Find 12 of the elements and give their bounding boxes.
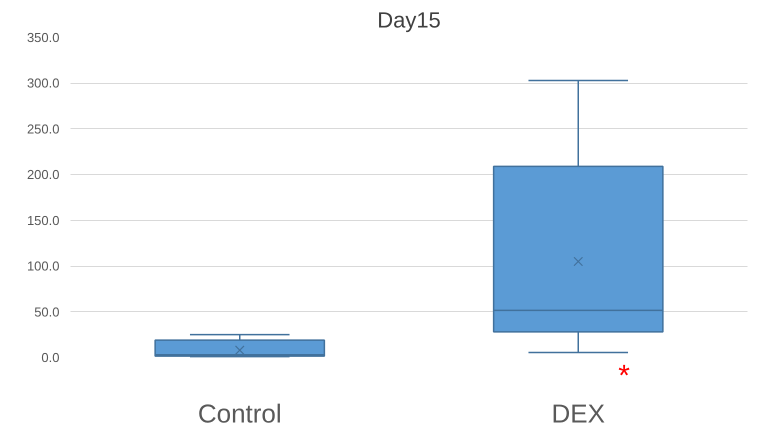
x-tick-label: Control xyxy=(198,398,282,428)
chart-title: Day15 xyxy=(377,8,441,32)
y-tick-label: 300.0 xyxy=(26,76,60,91)
y-tick-label: 200.0 xyxy=(26,167,60,182)
y-tick-label: 350.0 xyxy=(26,30,60,45)
y-tick-label: 0.0 xyxy=(41,350,60,365)
y-tick-label: 100.0 xyxy=(26,258,60,274)
text: * xyxy=(618,360,630,392)
y-tick-label: 50.0 xyxy=(34,304,60,320)
x-tick-label: DEX xyxy=(552,398,605,428)
y-tick-label: 150.0 xyxy=(26,212,60,228)
y-tick-label: 250.0 xyxy=(26,121,60,136)
